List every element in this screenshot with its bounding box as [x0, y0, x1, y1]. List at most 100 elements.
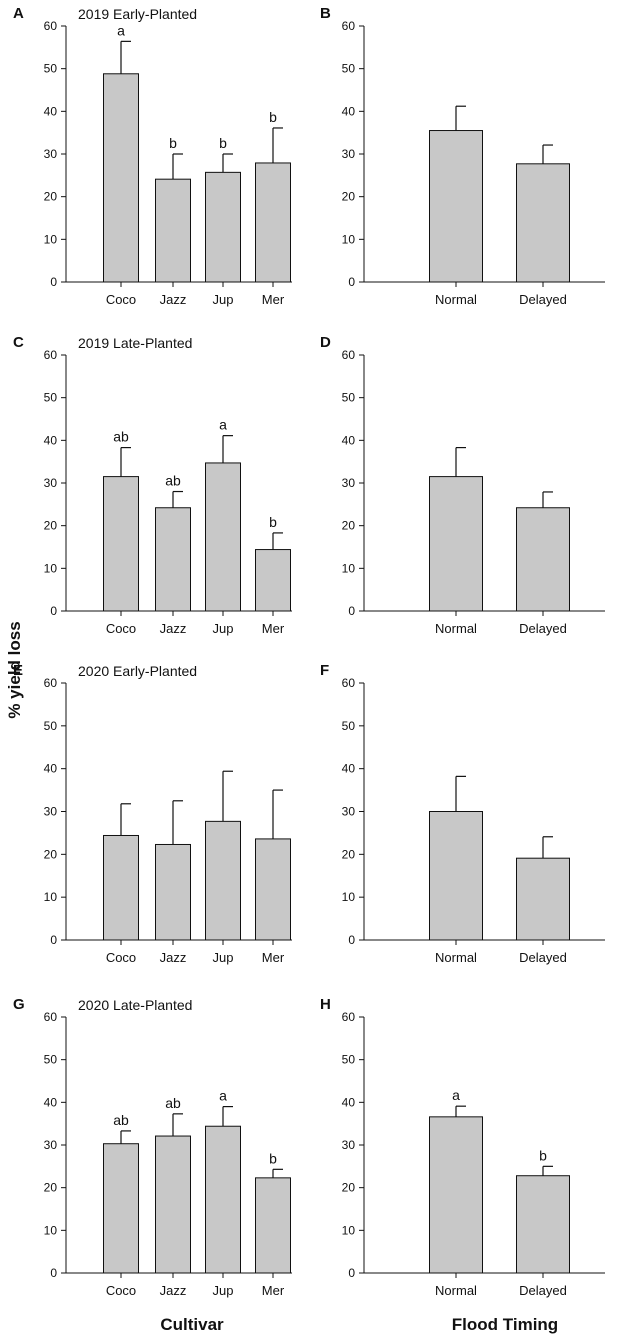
y-tick-label-h: 20: [342, 1181, 356, 1195]
y-tick-label-a: 50: [44, 62, 58, 76]
significance-letter-c-coco: ab: [113, 429, 129, 445]
panel-title-a: 2019 Early-Planted: [78, 6, 197, 22]
panel-letter-g: G: [13, 996, 25, 1013]
bar-d-normal: [429, 476, 483, 612]
x-axis-label-flood-timing: Flood Timing: [452, 1315, 558, 1334]
y-tick-label-a: 20: [44, 190, 58, 204]
panel-title-c: 2019 Late-Planted: [78, 335, 192, 351]
bar-c-mer: [255, 549, 291, 612]
category-label-g-jup: Jup: [213, 1283, 234, 1298]
panel-title-e: 2020 Early-Planted: [78, 663, 197, 679]
y-tick-label-b: 10: [342, 232, 356, 246]
panel-h: H 0 10 20 30 40 50 60 Normal a Delayed b: [320, 996, 605, 1298]
bar-d-delayed: [516, 507, 570, 612]
bar-a-jazz: [155, 178, 191, 283]
category-label-e-jazz: Jazz: [160, 950, 187, 965]
panel-letter-h: H: [320, 996, 331, 1013]
y-tick-label-e: 50: [44, 719, 58, 733]
significance-letter-g-mer: b: [269, 1150, 277, 1166]
significance-letter-h-delayed: b: [539, 1147, 547, 1163]
category-label-g-jazz: Jazz: [160, 1283, 187, 1298]
category-label-e-mer: Mer: [262, 950, 285, 965]
bar-g-coco: [103, 1143, 139, 1274]
y-tick-label-c: 60: [44, 348, 58, 362]
y-tick-label-f: 30: [342, 805, 356, 819]
panel-e: E 2020 Early-Planted 0 10 20 30 40 50 60 Coco Jazz…: [13, 662, 292, 965]
significance-letter-c-mer: b: [269, 514, 277, 530]
panel-f: F 0 10 20 30 40 50 60 Normal Delayed: [320, 662, 605, 965]
bar-f-delayed: [516, 857, 570, 941]
y-tick-label-e: 30: [44, 805, 58, 819]
y-axis-label: % yield loss: [5, 621, 24, 718]
y-tick-label-h: 0: [348, 1266, 355, 1280]
category-label-h-delayed: Delayed: [519, 1283, 567, 1298]
panel-letter-c: C: [13, 334, 24, 351]
category-label-b-delayed: Delayed: [519, 292, 567, 307]
category-label-d-normal: Normal: [435, 621, 477, 636]
y-tick-label-d: 60: [342, 348, 356, 362]
y-tick-label-h: 10: [342, 1223, 356, 1237]
bar-a-coco: [103, 73, 139, 283]
y-tick-label-c: 0: [50, 604, 57, 618]
y-tick-label-h: 60: [342, 1010, 356, 1024]
bar-e-jup: [205, 820, 241, 941]
bar-g-jup: [205, 1125, 241, 1274]
significance-letter-g-jazz: ab: [165, 1095, 181, 1111]
category-label-f-delayed: Delayed: [519, 950, 567, 965]
y-tick-label-d: 50: [342, 391, 356, 405]
significance-letter-a-jazz: b: [169, 135, 177, 151]
panel-c: C 2019 Late-Planted0102030405060CocoabJaz…: [13, 334, 292, 636]
y-tick-label-d: 40: [342, 433, 356, 447]
bar-c-jazz: [155, 507, 191, 612]
bar-c-coco: [103, 476, 139, 612]
y-tick-label-f: 10: [342, 890, 356, 904]
panel-letter-e: E: [13, 662, 23, 679]
category-label-b-normal: Normal: [435, 292, 477, 307]
bar-b-normal: [429, 130, 483, 283]
y-tick-label-h: 40: [342, 1095, 356, 1109]
panel-title-g: 2020 Late-Planted: [78, 997, 192, 1013]
category-label-f-normal: Normal: [435, 950, 477, 965]
significance-letter-a-coco: a: [117, 22, 125, 38]
panel-g: G 2020 Late-Planted0102030405060CocoabJaz…: [13, 996, 292, 1298]
category-label-c-jazz: Jazz: [160, 621, 187, 636]
y-tick-label-c: 20: [44, 519, 58, 533]
bar-g-jazz: [155, 1135, 191, 1274]
y-tick-label-h: 50: [342, 1053, 356, 1067]
bar-b-delayed: [516, 163, 570, 283]
y-tick-label-e: 10: [44, 890, 58, 904]
y-tick-label-a: 40: [44, 104, 58, 118]
y-tick-label-c: 30: [44, 476, 58, 490]
category-label-c-coco: Coco: [106, 621, 136, 636]
y-tick-label-b: 60: [342, 19, 356, 33]
category-label-a-mer: Mer: [262, 292, 285, 307]
y-tick-label-f: 20: [342, 847, 356, 861]
y-tick-label-a: 10: [44, 232, 58, 246]
y-tick-label-g: 0: [50, 1266, 57, 1280]
category-label-c-mer: Mer: [262, 621, 285, 636]
y-tick-label-f: 50: [342, 719, 356, 733]
category-label-e-jup: Jup: [213, 950, 234, 965]
y-tick-label-d: 0: [348, 604, 355, 618]
category-label-g-mer: Mer: [262, 1283, 285, 1298]
y-tick-label-c: 10: [44, 561, 58, 575]
y-tick-label-g: 40: [44, 1095, 58, 1109]
significance-letter-c-jazz: ab: [165, 473, 181, 489]
y-tick-label-g: 30: [44, 1138, 58, 1152]
bar-g-mer: [255, 1177, 291, 1274]
bar-c-jup: [205, 462, 241, 612]
y-tick-label-g: 60: [44, 1010, 58, 1024]
bar-e-mer: [255, 838, 291, 941]
y-tick-label-f: 40: [342, 762, 356, 776]
category-label-d-delayed: Delayed: [519, 621, 567, 636]
bar-e-coco: [103, 834, 139, 941]
significance-letter-h-normal: a: [452, 1087, 460, 1103]
y-tick-label-c: 40: [44, 433, 58, 447]
bar-a-mer: [255, 162, 291, 283]
y-tick-label-b: 40: [342, 104, 356, 118]
y-tick-label-g: 50: [44, 1053, 58, 1067]
panel-letter-f: F: [320, 662, 329, 679]
y-tick-label-b: 30: [342, 147, 356, 161]
significance-letter-c-jup: a: [219, 417, 227, 433]
x-axis-label-cultivar: Cultivar: [160, 1315, 224, 1334]
